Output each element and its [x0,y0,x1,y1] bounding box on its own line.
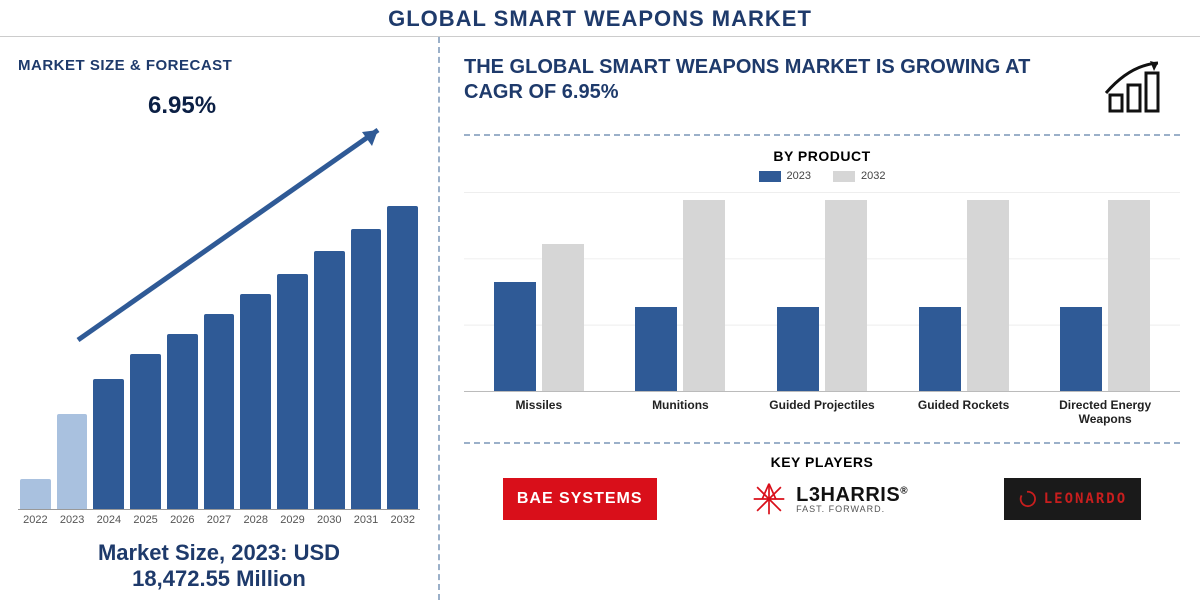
registered-mark: ® [900,485,908,496]
product-bar [1060,307,1102,391]
product-bar-group [1044,192,1166,391]
product-bar [825,200,867,391]
year-label: 2031 [351,514,382,526]
year-label: 2028 [240,514,271,526]
product-category-label: Guided Rockets [903,398,1025,426]
l3harris-name: L3HARRIS [796,484,900,506]
main-content: MARKET SIZE & FORECAST 6.95% 20222023202… [0,37,1200,600]
forecast-bar [204,314,235,509]
market-size-line1: Market Size, 2023: USD [18,540,420,566]
left-panel: MARKET SIZE & FORECAST 6.95% 20222023202… [0,37,440,600]
legend-item: 2032 [833,170,885,182]
product-category-label: Missiles [478,398,600,426]
l3harris-text: L3HARRIS® FAST. FORWARD. [796,485,908,514]
leonardo-swirl-icon [1018,490,1036,508]
product-bar [777,307,819,391]
product-section: BY PRODUCT 2023 2032 Missiles Munitions Gui… [464,134,1180,444]
forecast-bar [20,479,51,509]
legend-label: 2023 [787,170,811,182]
forecast-year-labels: 2022 2023 2024 2025 2026 2027 2028 2029 2030 2031… [18,510,420,526]
product-bar-group [478,192,600,391]
product-bar [683,200,725,391]
product-category-label: Guided Projectiles [761,398,883,426]
legend-label: 2032 [861,170,885,182]
product-bar [542,244,584,391]
infographic-root: GLOBAL SMART WEAPONS MARKET MARKET SIZE … [0,0,1200,600]
product-bar-group [761,192,883,391]
forecast-bar [387,206,418,509]
product-bar [494,282,536,391]
cagr-label: 6.95% [148,92,216,120]
forecast-bar [93,379,124,509]
forecast-bar [130,354,161,509]
year-label: 2029 [277,514,308,526]
legend-swatch [759,171,781,182]
year-label: 2027 [204,514,235,526]
page-title: GLOBAL SMART WEAPONS MARKET [0,6,1200,32]
forecast-heading: MARKET SIZE & FORECAST [18,57,420,74]
year-label: 2023 [57,514,88,526]
forecast-bars [18,190,420,510]
product-bar-group [620,192,742,391]
growth-chart-icon [1100,55,1180,120]
forecast-chart: 6.95% 2022202320242025202620272028202920… [18,80,420,526]
product-chart [464,192,1180,392]
key-players-row: BAE SYSTEMS L3 [464,478,1180,520]
headline-text: THE GLOBAL SMART WEAPONS MARKET IS GROWI… [464,55,1080,105]
product-category-labels: Missiles Munitions Guided Projectiles Guide… [464,392,1180,426]
product-bar [635,307,677,391]
right-panel: THE GLOBAL SMART WEAPONS MARKET IS GROWI… [440,37,1200,600]
year-label: 2032 [387,514,418,526]
product-legend: 2023 2032 [464,170,1180,182]
player-bae-systems: BAE SYSTEMS [503,478,657,520]
leonardo-label: LEONARDO [1044,491,1127,507]
product-bar [967,200,1009,391]
product-category-label: Munitions [620,398,742,426]
l3harris-burst-icon [752,482,786,516]
player-l3harris: L3HARRIS® FAST. FORWARD. [752,478,908,520]
forecast-bar [314,251,345,509]
year-label: 2026 [167,514,198,526]
headline-row: THE GLOBAL SMART WEAPONS MARKET IS GROWI… [464,55,1180,120]
forecast-bar [240,294,271,509]
product-bar [1108,200,1150,391]
legend-swatch [833,171,855,182]
year-label: 2025 [130,514,161,526]
product-bar-group [903,192,1025,391]
forecast-bar [351,229,382,509]
forecast-bar [277,274,308,509]
forecast-bar [167,334,198,509]
market-size-text: Market Size, 2023: USD 18,472.55 Million [18,540,420,592]
product-category-label: Directed Energy Weapons [1044,398,1166,426]
market-size-line2: 18,472.55 Million [18,566,420,592]
l3harris-tagline: FAST. FORWARD. [796,505,908,514]
key-players-title: KEY PLAYERS [464,444,1180,478]
product-bar [919,307,961,391]
player-leonardo: LEONARDO [1004,478,1141,520]
year-label: 2024 [93,514,124,526]
forecast-bar [57,414,88,509]
year-label: 2022 [20,514,51,526]
year-label: 2030 [314,514,345,526]
legend-item: 2023 [759,170,811,182]
title-bar: GLOBAL SMART WEAPONS MARKET [0,0,1200,37]
product-title: BY PRODUCT [464,148,1180,164]
